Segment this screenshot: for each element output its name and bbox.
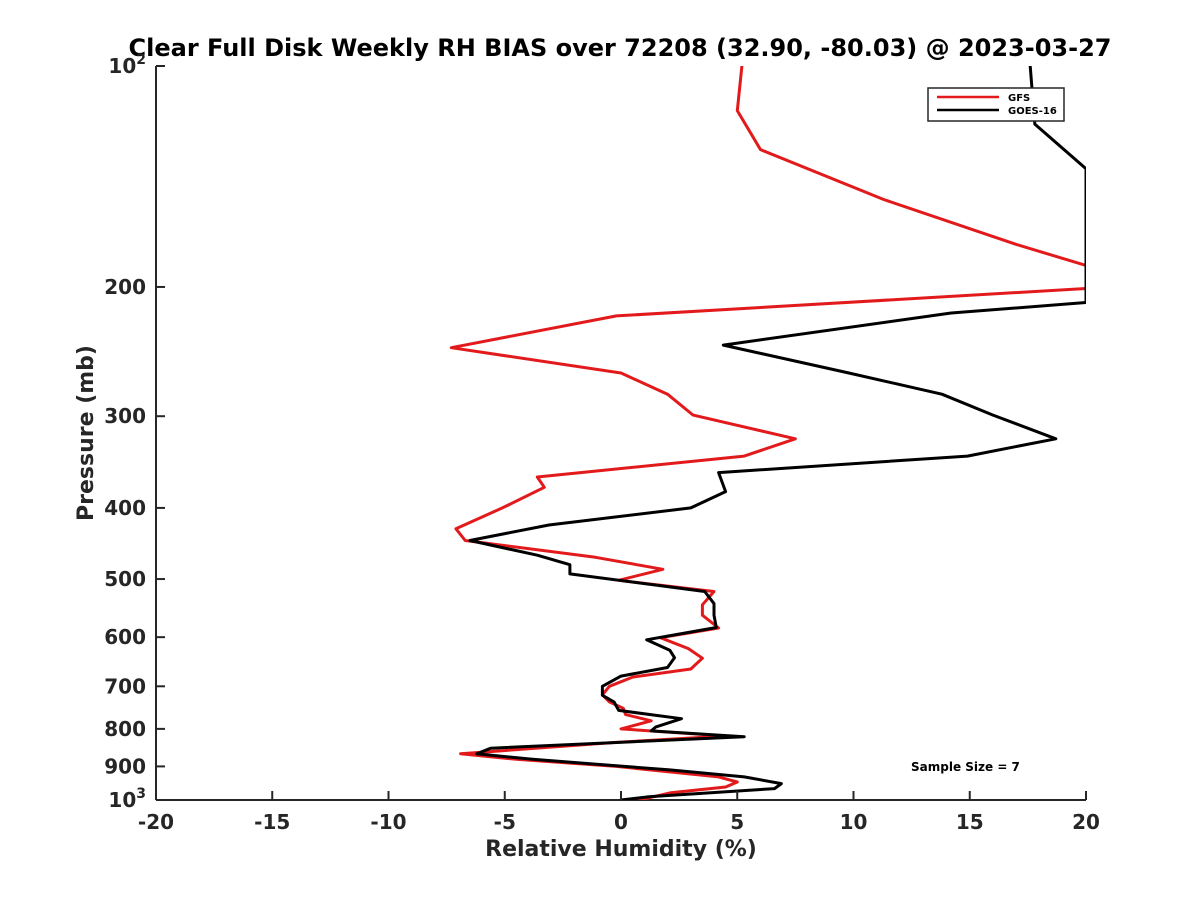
x-tick-label: 10 xyxy=(840,810,868,834)
y-tick-label: 800 xyxy=(104,717,146,741)
y-tick-label: 400 xyxy=(104,496,146,520)
y-tick-label: 900 xyxy=(104,754,146,778)
y-tick-label: 102 xyxy=(108,52,146,78)
y-axis-label: Pressure (mb) xyxy=(74,345,99,521)
legend-label-goes16: GOES-16 xyxy=(1008,106,1057,117)
series-line-goes16 xyxy=(468,66,1086,800)
legend: GFS GOES-16 xyxy=(927,87,1065,122)
series-layer xyxy=(449,66,1086,800)
y-tick-label: 600 xyxy=(104,625,146,649)
series-line-gfs xyxy=(449,66,1086,800)
y-tick-label: 300 xyxy=(104,404,146,428)
chart-title: Clear Full Disk Weekly RH BIAS over 7220… xyxy=(129,34,1112,62)
legend-label-gfs: GFS xyxy=(1008,93,1030,104)
y-ticks: 102 200 300 400 500 600 700 800 900 103 xyxy=(104,52,165,812)
x-tick-label: 0 xyxy=(614,810,628,834)
y-tick-label: 500 xyxy=(104,567,146,591)
x-tick-label: -15 xyxy=(254,810,290,834)
legend-box xyxy=(927,87,1065,122)
x-tick-label: -10 xyxy=(370,810,406,834)
x-tick-label: -20 xyxy=(138,810,174,834)
y-tick-label: 700 xyxy=(104,674,146,698)
sample-size-annotation: Sample Size = 7 xyxy=(911,760,1020,774)
x-ticks: -20 -15 -10 -5 0 5 10 15 20 xyxy=(138,791,1100,834)
x-axis-label: Relative Humidity (%) xyxy=(485,837,757,862)
y-tick-label: 200 xyxy=(104,275,146,299)
x-tick-label: 5 xyxy=(730,810,744,834)
x-tick-label: 20 xyxy=(1072,810,1100,834)
y-tick-label: 103 xyxy=(108,786,146,812)
x-tick-label: -5 xyxy=(494,810,516,834)
x-tick-label: 15 xyxy=(956,810,984,834)
